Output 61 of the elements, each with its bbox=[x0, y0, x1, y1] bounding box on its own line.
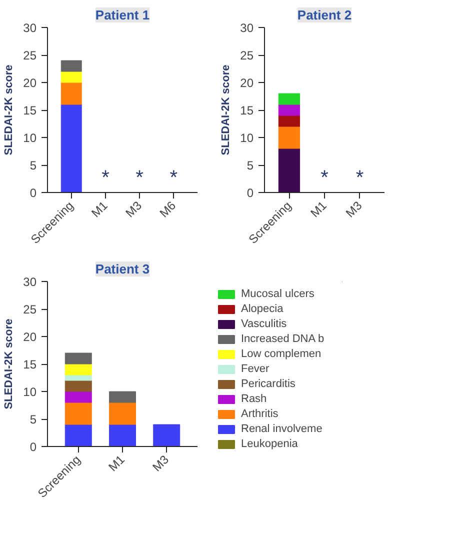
y-tick-label: 20 bbox=[23, 330, 37, 344]
chart-title: Patient 3 bbox=[95, 262, 150, 276]
chart-title: Patient 1 bbox=[95, 8, 150, 22]
y-tick-label: 10 bbox=[23, 385, 37, 399]
y-tick-label: 25 bbox=[240, 48, 254, 62]
y-tick-label: 15 bbox=[23, 358, 37, 372]
y-axis-title: SLEDAI-2K score bbox=[3, 64, 16, 156]
annotation: * bbox=[136, 167, 144, 190]
y-axis-title: SLEDAI-2K score bbox=[3, 318, 16, 410]
legend-label: Leukopenia bbox=[241, 437, 298, 451]
legend-label: Increased DNA b bbox=[241, 332, 324, 346]
bar bbox=[64, 402, 92, 425]
y-tick-label: 30 bbox=[23, 275, 37, 289]
x-tick-label: M1 bbox=[88, 198, 111, 220]
bar bbox=[64, 424, 92, 446]
y-tick-label: 5 bbox=[30, 158, 37, 172]
legend-label: Arthritis bbox=[241, 407, 278, 421]
bar bbox=[64, 374, 92, 381]
y-tick-label: 30 bbox=[240, 21, 254, 35]
x-tick-label: M1 bbox=[106, 452, 128, 474]
y-tick-label: 15 bbox=[23, 104, 37, 118]
annotation: * bbox=[170, 167, 178, 190]
y-tick-label: 20 bbox=[240, 76, 254, 90]
chart-title: Patient 2 bbox=[297, 8, 352, 22]
y-tick-label: 5 bbox=[246, 158, 254, 172]
legend-label: Alopecia bbox=[241, 302, 284, 316]
y-tick-label: 25 bbox=[23, 48, 37, 62]
y-axis-title: SLEDAI-2K score bbox=[220, 64, 232, 156]
x-tick-label: M3 bbox=[343, 198, 365, 220]
legend-label: Rash bbox=[241, 392, 267, 406]
y-tick-label: 20 bbox=[23, 76, 37, 90]
legend-label: Renal involveme bbox=[241, 422, 322, 436]
y-tick-label: 0 bbox=[30, 186, 37, 200]
y-tick-label: 5 bbox=[30, 412, 37, 426]
bar bbox=[64, 380, 92, 392]
bar bbox=[153, 424, 180, 446]
y-tick-label: 30 bbox=[23, 21, 37, 35]
x-tick-label: M3 bbox=[150, 452, 172, 474]
legend-label: Low complemen bbox=[241, 347, 322, 361]
y-tick-label: 0 bbox=[30, 440, 37, 454]
legend-label: Vasculitis bbox=[241, 317, 287, 331]
annotation: * bbox=[102, 167, 110, 190]
x-tick-label: M6 bbox=[156, 198, 179, 220]
bar bbox=[109, 424, 136, 446]
annotation: * bbox=[320, 167, 329, 190]
y-tick-label: 10 bbox=[23, 131, 37, 145]
bar bbox=[109, 402, 136, 425]
y-tick-label: 10 bbox=[240, 131, 254, 145]
x-tick-label: M3 bbox=[122, 198, 145, 220]
y-tick-label: 15 bbox=[240, 104, 254, 118]
legend-label: Mucosal ulcers bbox=[241, 287, 314, 301]
y-tick-label: 0 bbox=[246, 186, 254, 200]
bar bbox=[109, 391, 136, 403]
legend-label: Pericarditis bbox=[241, 377, 296, 391]
bar bbox=[64, 352, 92, 364]
legend-label: Fever bbox=[241, 362, 270, 376]
bar bbox=[64, 391, 92, 403]
bar bbox=[64, 364, 92, 376]
x-tick-label: M1 bbox=[308, 198, 330, 220]
annotation: * bbox=[356, 167, 364, 190]
y-tick-label: 25 bbox=[23, 302, 37, 316]
